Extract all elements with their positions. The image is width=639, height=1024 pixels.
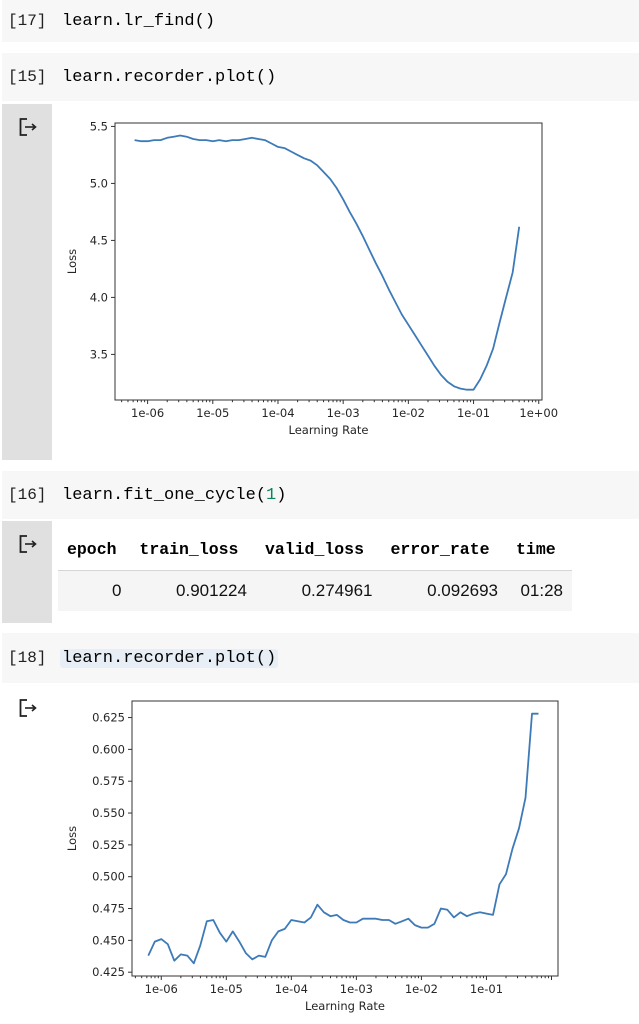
y-tick-label: 0.550 [92, 806, 125, 820]
code-text[interactable]: learn.fit_one_cycle(1) [62, 485, 287, 505]
x-tick-label: 1e-01 [470, 982, 503, 996]
y-tick-label: 0.425 [92, 965, 125, 979]
x-tick-label: 1e-03 [327, 406, 360, 420]
code-cell-recorder-plot-2[interactable]: [18] learn.recorder.plot() [2, 633, 639, 683]
axes-frame [114, 122, 543, 401]
col-time: time [507, 530, 572, 571]
cell-error-rate: 0.092693 [381, 570, 508, 611]
training-results-table: epoch train_loss valid_loss error_rate t… [58, 530, 572, 611]
y-tick-label: 4.5 [90, 233, 108, 247]
y-tick-label: 5.0 [90, 176, 108, 190]
code-text[interactable]: learn.recorder.plot() [60, 648, 279, 668]
output-gutter [2, 521, 52, 623]
col-valid-loss: valid_loss [255, 530, 382, 571]
x-axis-label: Learning Rate [289, 423, 369, 437]
code-text[interactable]: learn.recorder.plot() [62, 67, 277, 87]
output-gutter [2, 685, 52, 745]
line-chart: 3.5 4.0 4.5 5.0 5.5 1e-06 1e-05 1e-04 1e-03 1e-02… [65, 119, 558, 437]
x-tick-label: 1e-02 [405, 982, 438, 996]
execution-count: [15] [8, 68, 47, 86]
y-tick-label: 0.525 [92, 838, 125, 852]
y-tick-label: 3.5 [90, 347, 108, 361]
x-tick-label: 1e-06 [131, 406, 164, 420]
code-cell-recorder-plot-1[interactable]: [15] learn.recorder.plot() [2, 53, 639, 101]
y-axis-label: Loss [65, 249, 79, 274]
y-tick-label: 0.475 [92, 902, 125, 916]
y-axis-label: Loss [65, 826, 79, 851]
code-cell-fit-one-cycle[interactable]: [16] learn.fit_one_cycle(1) [2, 471, 639, 519]
execution-count: [17] [8, 12, 47, 30]
y-tick-label: 0.625 [92, 711, 125, 725]
line-chart: 0.425 0.450 0.475 0.500 0.525 0.550 0.575 0.600… [65, 700, 559, 1013]
cell-valid-loss: 0.274961 [255, 570, 382, 611]
code-cell-lr-find[interactable]: [17] learn.lr_find() [2, 0, 639, 42]
y-tick-label: 5.5 [90, 119, 108, 133]
code-text[interactable]: learn.lr_find() [62, 11, 216, 31]
output-arrow-icon[interactable] [19, 535, 39, 553]
x-tick-label: 1e+00 [519, 406, 558, 420]
x-axis-label: Learning Rate [305, 999, 385, 1013]
loss-line [147, 903, 474, 965]
x-tick-label: 1e-02 [392, 406, 425, 420]
y-tick-label: 0.575 [92, 774, 125, 788]
y-tick-label: 0.450 [92, 933, 125, 947]
x-tick-label: 1e-05 [196, 406, 229, 420]
execution-count: [16] [8, 486, 47, 504]
cell-time: 01:28 [507, 570, 572, 611]
x-tick-label: 1e-05 [210, 982, 243, 996]
cell-train-loss: 0.901224 [130, 570, 256, 611]
axes-frame [131, 700, 559, 977]
table-row: 0 0.901224 0.274961 0.092693 01:28 [58, 570, 572, 611]
loss-line [134, 134, 521, 391]
output-gutter [2, 104, 52, 460]
lr-finder-plot-2: 0.425 0.450 0.475 0.500 0.525 0.550 0.575 0.600… [40, 690, 580, 1024]
col-epoch: epoch [58, 530, 131, 571]
table-header-row: epoch train_loss valid_loss error_rate t… [58, 530, 572, 571]
y-tick-label: 0.600 [92, 742, 125, 756]
cell-epoch: 0 [58, 570, 131, 611]
execution-count: [18] [8, 649, 47, 667]
output-arrow-icon[interactable] [19, 118, 39, 136]
col-error-rate: error_rate [381, 530, 508, 571]
x-tick-label: 1e-03 [340, 982, 373, 996]
y-tick-label: 4.0 [90, 290, 108, 304]
loss-line [473, 712, 539, 916]
y-tick-label: 0.500 [92, 870, 125, 884]
x-tick-label: 1e-06 [145, 982, 178, 996]
lr-finder-plot-1: 3.5 4.0 4.5 5.0 5.5 1e-06 1e-05 1e-04 1e-03 1e-02… [60, 110, 560, 450]
output-arrow-icon[interactable] [19, 699, 39, 717]
x-tick-label: 1e-01 [457, 406, 490, 420]
x-tick-label: 1e-04 [275, 982, 308, 996]
x-tick-label: 1e-04 [261, 406, 294, 420]
col-train-loss: train_loss [130, 530, 256, 571]
